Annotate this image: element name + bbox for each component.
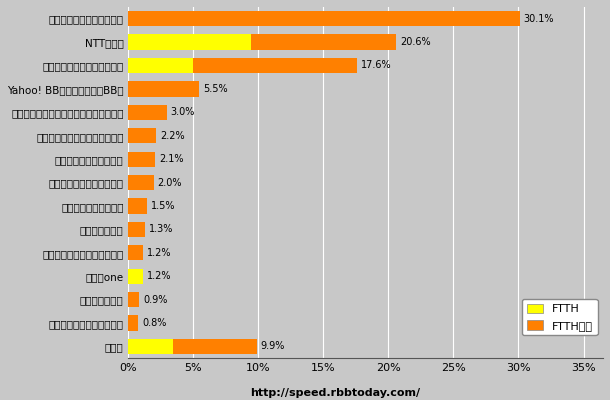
Bar	[127, 11, 520, 26]
Text: http://speed.rbbtoday.com/: http://speed.rbbtoday.com/	[251, 388, 420, 398]
Bar	[127, 128, 156, 143]
Bar	[127, 175, 154, 190]
Bar	[127, 81, 199, 96]
Text: 0.8%: 0.8%	[142, 318, 167, 328]
Bar	[193, 58, 357, 73]
Bar	[127, 152, 155, 167]
Bar	[127, 245, 143, 260]
Legend: FTTH, FTTH以外: FTTH, FTTH以外	[522, 299, 598, 335]
Text: 1.2%: 1.2%	[147, 271, 172, 281]
Text: 0.9%: 0.9%	[143, 295, 168, 305]
Text: 1.5%: 1.5%	[151, 201, 176, 211]
Bar	[127, 34, 251, 50]
Bar	[127, 269, 143, 284]
Bar	[127, 198, 147, 214]
Bar	[127, 222, 145, 237]
Text: 2.2%: 2.2%	[160, 131, 185, 141]
Bar	[173, 339, 257, 354]
Bar	[127, 58, 193, 73]
Bar	[127, 292, 140, 307]
Text: 2.1%: 2.1%	[159, 154, 184, 164]
Text: 20.6%: 20.6%	[400, 37, 431, 47]
Bar	[127, 339, 173, 354]
Bar	[127, 105, 167, 120]
Text: 5.5%: 5.5%	[203, 84, 228, 94]
Text: 1.3%: 1.3%	[149, 224, 173, 234]
Text: 1.2%: 1.2%	[147, 248, 172, 258]
Text: 9.9%: 9.9%	[260, 342, 285, 352]
Text: 30.1%: 30.1%	[523, 14, 554, 24]
Text: 2.0%: 2.0%	[158, 178, 182, 188]
Text: 3.0%: 3.0%	[171, 107, 195, 117]
Text: 17.6%: 17.6%	[361, 60, 392, 70]
Bar	[251, 34, 396, 50]
Bar	[127, 316, 138, 331]
